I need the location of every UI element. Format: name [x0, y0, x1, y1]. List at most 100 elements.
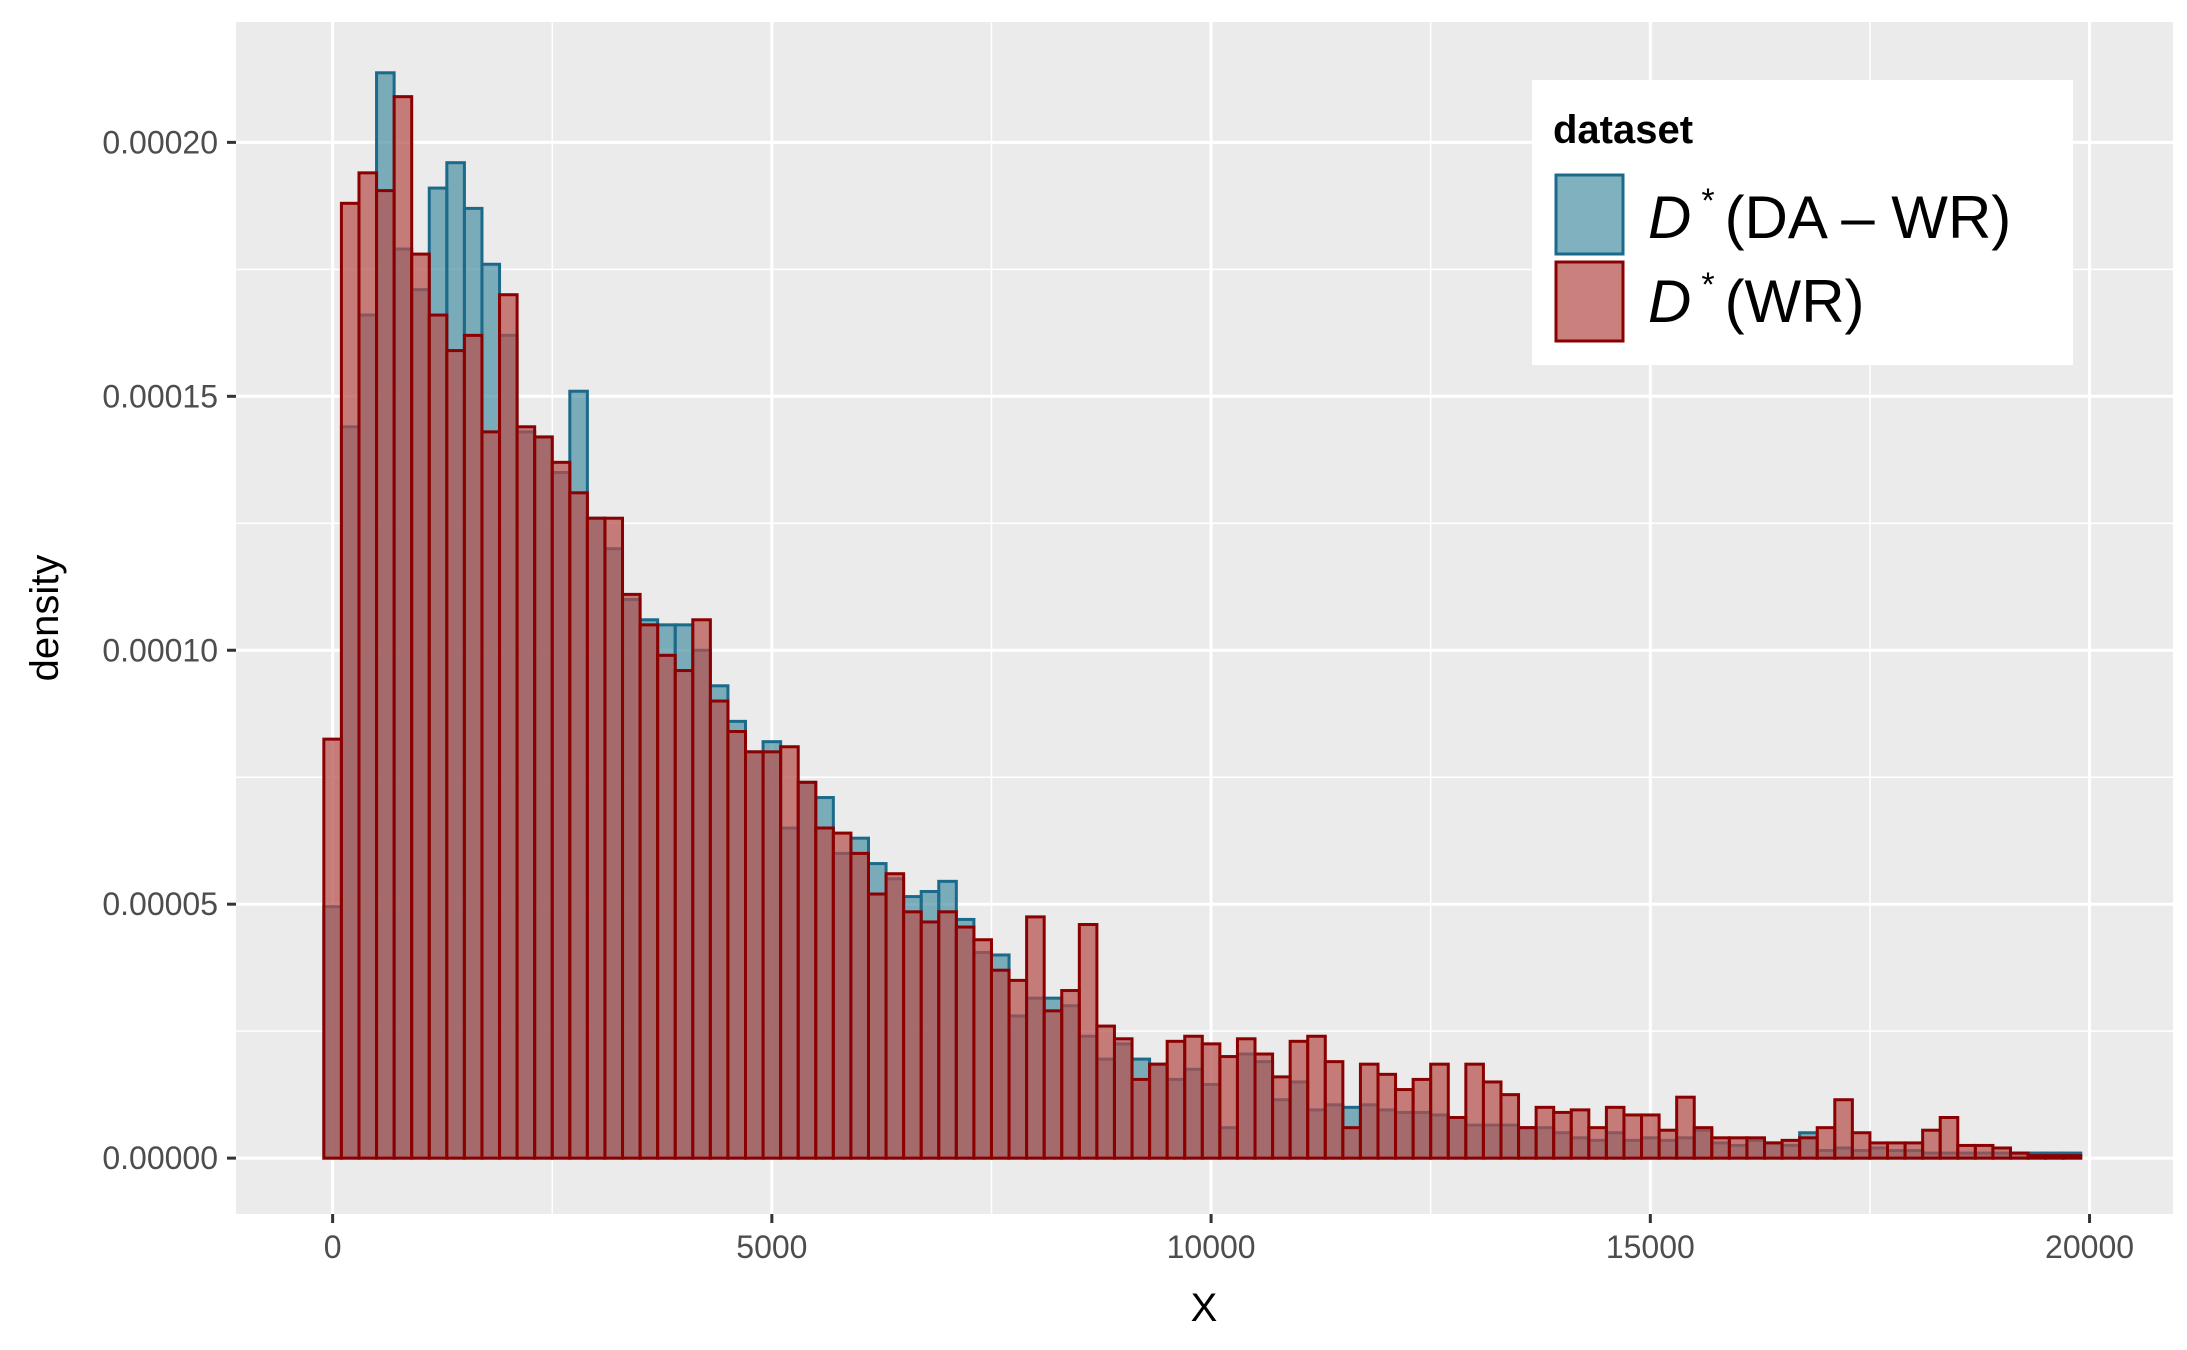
histogram-bars	[322, 71, 2083, 1160]
legend-title: dataset	[1553, 108, 1693, 152]
histogram-bar	[1112, 1037, 1134, 1160]
histogram-bar	[1464, 1062, 1485, 1160]
histogram-bar	[708, 699, 730, 1160]
histogram-bar	[410, 252, 431, 1160]
histogram-bar	[1991, 1146, 2012, 1160]
histogram-bar	[568, 491, 589, 1160]
histogram-bar	[1165, 1039, 1187, 1160]
histogram-bar	[1306, 1034, 1327, 1160]
histogram-bar	[1657, 1128, 1679, 1160]
histogram-bar	[1850, 1131, 1872, 1160]
histogram-bar	[2008, 1151, 2030, 1160]
histogram-bar	[779, 745, 800, 1160]
x-tick-label: 20000	[2045, 1229, 2134, 1265]
legend: dataset D * (DA – WR) D * (WR)	[1532, 80, 2073, 365]
histogram-bar	[1780, 1138, 1802, 1160]
x-axis-title: X	[1191, 1286, 1218, 1330]
histogram-bar	[831, 831, 853, 1160]
legend-label-wr: D * (WR)	[1648, 266, 1865, 335]
histogram-bar	[603, 516, 625, 1160]
histogram-bar	[691, 618, 712, 1160]
histogram-bar	[638, 623, 660, 1160]
histogram-bar	[1815, 1126, 1837, 1160]
histogram-bar	[462, 333, 484, 1160]
y-tick-label: 0.00020	[102, 124, 218, 160]
x-tick-label: 10000	[1167, 1229, 1256, 1265]
histogram-bar	[1358, 1062, 1380, 1160]
x-axis: 0 5000 10000 15000 20000	[324, 1214, 2134, 1265]
histogram-bar	[1376, 1072, 1398, 1160]
histogram-bar	[1077, 923, 1099, 1160]
y-axis: 0.00000 0.00005 0.00010 0.00015 0.00020	[102, 124, 236, 1176]
histogram-bar	[726, 730, 748, 1160]
histogram-bar	[1763, 1141, 1784, 1160]
y-tick-label: 0.00005	[102, 886, 218, 922]
histogram-bar	[1675, 1095, 1696, 1160]
histogram-bar	[849, 851, 870, 1160]
histogram-bar	[2044, 1154, 2065, 1160]
histogram-bar	[1007, 978, 1029, 1160]
histogram-bar	[1692, 1126, 1714, 1160]
histogram-bar	[814, 826, 835, 1160]
histogram-bar	[339, 201, 361, 1160]
histogram-bar	[1569, 1108, 1591, 1160]
histogram-bar	[1323, 1060, 1345, 1160]
x-tick-label: 15000	[1606, 1229, 1695, 1265]
histogram-bar	[1903, 1141, 1925, 1160]
histogram-bar	[1868, 1141, 1890, 1160]
histogram-bar	[1587, 1126, 1608, 1160]
histogram-bar	[427, 313, 449, 1160]
histogram-bar	[1060, 989, 1081, 1160]
histogram-bar	[1517, 1126, 1538, 1160]
histogram-bar	[1200, 1042, 1222, 1160]
x-tick-label: 5000	[736, 1229, 807, 1265]
histogram-bar	[1640, 1113, 1661, 1160]
histogram-bar	[902, 910, 923, 1160]
histogram-bar	[1604, 1105, 1626, 1160]
histogram-bar	[2026, 1154, 2048, 1160]
histogram-bar	[1938, 1116, 1960, 1160]
y-tick-label: 0.00015	[102, 378, 218, 414]
series-1	[322, 95, 2083, 1160]
y-axis-title: density	[23, 555, 67, 682]
histogram-bar	[1411, 1077, 1433, 1160]
histogram-bar	[1499, 1093, 1521, 1160]
legend-key-wr	[1554, 260, 1625, 343]
histogram-bar	[1253, 1052, 1275, 1160]
histogram-bar	[1341, 1126, 1362, 1160]
histogram-bar	[357, 171, 379, 1160]
histogram-bar	[445, 349, 466, 1160]
legend-key-da-wr	[1554, 173, 1625, 256]
histogram-bar	[972, 938, 993, 1160]
histogram-bar	[1148, 1062, 1169, 1160]
histogram-bar	[1446, 1116, 1468, 1160]
histogram-bar	[989, 968, 1011, 1160]
histogram-bar	[1130, 1077, 1152, 1160]
histogram-bar	[1833, 1098, 1854, 1160]
y-tick-label: 0.00010	[102, 632, 218, 668]
histogram-bar	[480, 430, 502, 1160]
histogram-bar	[673, 669, 695, 1160]
histogram-bar	[515, 425, 537, 1160]
histogram-bar	[744, 750, 765, 1160]
histogram-bar	[1745, 1136, 1767, 1160]
histogram-bar	[2061, 1154, 2083, 1160]
histogram-bar	[1429, 1062, 1450, 1160]
histogram-bar	[1025, 915, 1046, 1160]
histogram-bar	[585, 516, 607, 1160]
histogram-bar	[1710, 1136, 1731, 1160]
histogram-bar	[392, 95, 414, 1160]
histogram-bar	[1235, 1037, 1257, 1160]
histogram-bar	[1183, 1034, 1204, 1160]
histogram-bar	[1956, 1143, 1977, 1160]
histogram-bar	[498, 293, 519, 1160]
histogram-bar	[919, 920, 941, 1160]
histogram-bar	[1798, 1136, 1819, 1160]
histogram-bar	[550, 460, 572, 1160]
histogram-bar	[1886, 1141, 1907, 1160]
x-tick-label: 0	[324, 1229, 342, 1265]
histogram-bar	[954, 925, 976, 1160]
histogram-bar	[1042, 1009, 1064, 1160]
histogram-bar	[796, 780, 818, 1160]
